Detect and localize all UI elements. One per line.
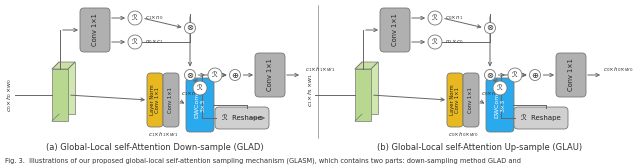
FancyBboxPatch shape xyxy=(163,73,179,127)
Circle shape xyxy=(230,70,241,80)
Polygon shape xyxy=(355,62,378,69)
Polygon shape xyxy=(362,62,378,114)
FancyBboxPatch shape xyxy=(80,8,110,52)
Text: ℛ: ℛ xyxy=(197,85,203,91)
Text: DWConv
3×3: DWConv 3×3 xyxy=(195,92,205,118)
FancyBboxPatch shape xyxy=(380,8,410,52)
Polygon shape xyxy=(52,69,68,121)
Text: Layer Norm
Conv 1×1: Layer Norm Conv 1×1 xyxy=(150,85,161,115)
Polygon shape xyxy=(52,62,75,69)
Text: (a) Global-Local self-Attention Down-sample (GLAD): (a) Global-Local self-Attention Down-sam… xyxy=(46,143,264,153)
Text: Conv 1×1: Conv 1×1 xyxy=(168,87,173,113)
Text: ⊗: ⊗ xyxy=(186,71,193,79)
FancyBboxPatch shape xyxy=(514,107,568,129)
Text: ℛ: ℛ xyxy=(212,72,218,78)
Text: ℛ: ℛ xyxy=(432,15,438,21)
Text: Conv 1×1: Conv 1×1 xyxy=(392,14,398,46)
Text: ℛ: ℛ xyxy=(132,15,138,21)
Text: Layer Norm
Conv 1×1: Layer Norm Conv 1×1 xyxy=(450,85,460,115)
Text: DWConv
3×3: DWConv 3×3 xyxy=(495,92,506,118)
Circle shape xyxy=(193,81,207,95)
Text: Conv 1×1: Conv 1×1 xyxy=(267,59,273,91)
Text: ⊗: ⊗ xyxy=(486,71,493,79)
Text: ℛ: ℛ xyxy=(497,85,503,91)
Circle shape xyxy=(508,68,522,82)
Circle shape xyxy=(184,23,195,33)
FancyBboxPatch shape xyxy=(255,53,285,97)
Text: Fig. 3.  Illustrations of our proposed global-local self-attention sampling mech: Fig. 3. Illustrations of our proposed gl… xyxy=(5,158,521,164)
Text: (b) Global-Local self-Attention Up-sample (GLAU): (b) Global-Local self-Attention Up-sampl… xyxy=(378,143,582,153)
Text: $n_1\!\times\!c_0$: $n_1\!\times\!c_0$ xyxy=(445,38,463,46)
Text: ℛ: ℛ xyxy=(432,39,438,45)
Text: ℛ: ℛ xyxy=(132,39,138,45)
Text: ⊕: ⊕ xyxy=(232,71,239,79)
Circle shape xyxy=(128,35,142,49)
Circle shape xyxy=(128,11,142,25)
Text: $c_1\!\times\!n_1$: $c_1\!\times\!n_1$ xyxy=(181,89,199,98)
Polygon shape xyxy=(355,69,371,121)
Text: $n_0\!\times\!c_1$: $n_0\!\times\!c_1$ xyxy=(145,38,163,46)
Text: ⊗: ⊗ xyxy=(186,24,193,32)
FancyBboxPatch shape xyxy=(463,73,479,127)
Text: $c_0\!\times\!n_0$: $c_0\!\times\!n_0$ xyxy=(481,89,499,98)
Circle shape xyxy=(428,11,442,25)
Circle shape xyxy=(484,70,495,80)
FancyBboxPatch shape xyxy=(447,73,463,127)
Circle shape xyxy=(529,70,541,80)
Text: $c_0\!\times\!h_0\!\times\!w_0$: $c_0\!\times\!h_0\!\times\!w_0$ xyxy=(448,130,478,139)
Text: $c_1\!\times\!h_1\!\times\!w_1$: $c_1\!\times\!h_1\!\times\!w_1$ xyxy=(148,130,178,139)
Circle shape xyxy=(493,81,507,95)
FancyBboxPatch shape xyxy=(215,107,269,129)
Text: ⊗: ⊗ xyxy=(486,24,493,32)
Text: $c_1\!\times\!h_1\!\times\!w_1$: $c_1\!\times\!h_1\!\times\!w_1$ xyxy=(305,66,335,74)
Text: $c_0\!\times\!h_0\!\times\!w_0$: $c_0\!\times\!h_0\!\times\!w_0$ xyxy=(6,78,15,112)
Text: ℛ  Reshape: ℛ Reshape xyxy=(521,115,561,121)
FancyBboxPatch shape xyxy=(186,78,214,132)
FancyBboxPatch shape xyxy=(147,73,163,127)
Circle shape xyxy=(428,35,442,49)
Text: $c_1\!\times\!h_1\!\times\!w_1$: $c_1\!\times\!h_1\!\times\!w_1$ xyxy=(307,73,316,107)
Circle shape xyxy=(184,70,195,80)
Text: ℛ: ℛ xyxy=(512,72,518,78)
FancyBboxPatch shape xyxy=(556,53,586,97)
Text: $c_0\!\times\!n_1$: $c_0\!\times\!n_1$ xyxy=(445,14,463,23)
Circle shape xyxy=(484,23,495,33)
Text: ⊕: ⊕ xyxy=(531,71,538,79)
Text: $c_1\!\times\!n_0$: $c_1\!\times\!n_0$ xyxy=(145,14,163,23)
Text: $c_0\!\times\!h_0\!\times\!w_0$: $c_0\!\times\!h_0\!\times\!w_0$ xyxy=(603,66,634,74)
FancyBboxPatch shape xyxy=(486,78,514,132)
Text: ℛ  Reshape: ℛ Reshape xyxy=(222,115,262,121)
Text: Conv 1×1: Conv 1×1 xyxy=(568,59,574,91)
Text: Conv 1×1: Conv 1×1 xyxy=(92,14,98,46)
Text: Conv 1×1: Conv 1×1 xyxy=(468,87,474,113)
Circle shape xyxy=(208,68,222,82)
Polygon shape xyxy=(59,62,75,114)
